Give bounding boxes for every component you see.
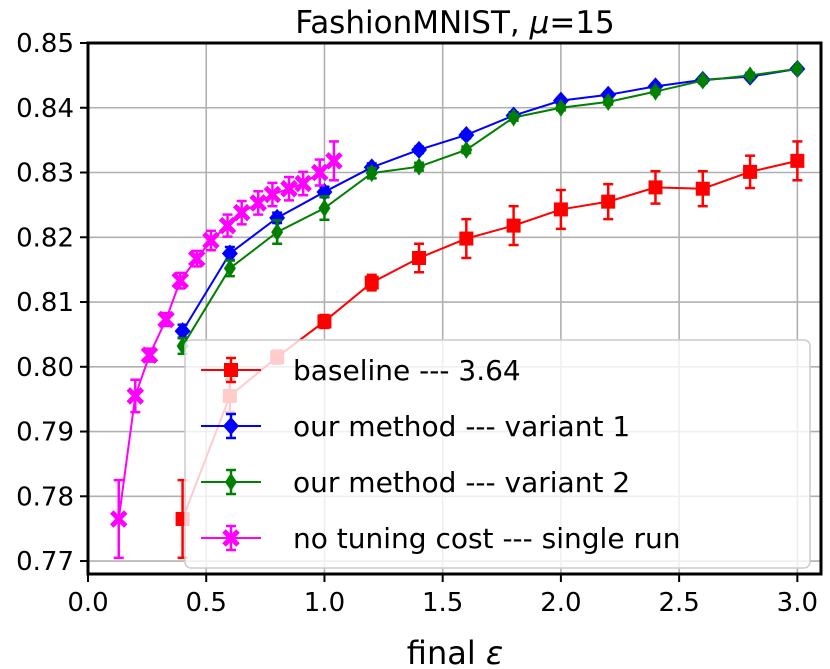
data-point [458, 125, 475, 144]
plot-frame [86, 41, 823, 576]
data-point [460, 140, 473, 159]
y-tick-label: 0.82 [16, 223, 74, 253]
chart-title: FashionMNIST, μ=15 [295, 5, 615, 41]
chart-title-mu: μ [529, 5, 550, 41]
axis-ticks: 0.0 0.5 1.0 1.5 2.0 2.5 3.0 0.77 0.78 0.79 0.80 0.8… [16, 29, 818, 618]
data-point [271, 223, 284, 242]
x-tick-label: 1.0 [304, 588, 345, 618]
data-point [506, 218, 521, 233]
legend-marker [224, 363, 238, 377]
data-point [412, 250, 427, 265]
x-tick-label: 0.5 [186, 588, 227, 618]
data-point [325, 152, 343, 170]
y-tick-label: 0.80 [16, 353, 74, 383]
y-tick-label: 0.77 [16, 547, 74, 577]
x-axis-title-symbol: ε [486, 634, 503, 669]
data-point [310, 163, 329, 182]
legend-entry-4: no tuning cost --- single run [201, 522, 680, 555]
chart-title-suffix: =15 [549, 5, 614, 41]
y-tick-label: 0.85 [16, 29, 74, 59]
data-point [269, 208, 286, 227]
data-point [223, 259, 236, 278]
y-tick-label: 0.84 [16, 94, 74, 124]
y-tick-label: 0.81 [16, 288, 74, 318]
data-point [317, 314, 332, 329]
data-point [507, 108, 520, 127]
legend-label: no tuning cost --- single run [293, 522, 680, 555]
x-tick-label: 2.5 [658, 588, 699, 618]
series-3 [176, 59, 804, 356]
data-point [232, 203, 251, 222]
x-tick-label: 1.5 [422, 588, 463, 618]
x-axis-title-prefix: final [407, 634, 486, 669]
legend-label: baseline --- 3.64 [293, 354, 521, 387]
legend-marker [223, 417, 239, 435]
data-point [459, 231, 474, 246]
data-point [140, 346, 159, 364]
data-point [249, 194, 268, 212]
data-point [364, 275, 379, 290]
data-point [202, 231, 220, 250]
legend-label: our method --- variant 1 [293, 410, 630, 443]
legend-entry-1: baseline --- 3.64 [201, 354, 521, 387]
legend: baseline --- 3.64 our method --- variant … [184, 339, 811, 569]
x-tick-label: 0.0 [67, 588, 108, 618]
series-group [109, 59, 806, 560]
data-point [601, 194, 616, 209]
data-point [790, 153, 805, 168]
y-tick-label: 0.78 [16, 482, 74, 512]
data-point [294, 174, 312, 193]
legend-box [184, 339, 811, 569]
data-point [318, 199, 331, 218]
data-point [791, 59, 804, 78]
legend-entry-3: our method --- variant 2 [201, 466, 630, 499]
data-point [280, 179, 298, 198]
data-point [365, 164, 378, 183]
data-point [695, 181, 710, 196]
data-point [553, 202, 568, 217]
data-point [126, 387, 145, 405]
data-point [413, 157, 426, 176]
data-point [171, 271, 189, 290]
data-point [157, 310, 175, 329]
data-point [743, 164, 758, 179]
data-point [696, 71, 709, 90]
data-point [744, 66, 757, 85]
x-tick-label: 3.0 [777, 588, 818, 618]
data-point [174, 322, 191, 341]
series-line [181, 67, 798, 332]
legend-entry-2: our method --- variant 1 [201, 410, 630, 443]
data-point [188, 249, 206, 268]
data-point [411, 140, 428, 159]
data-point [602, 92, 615, 111]
legend-label: our method --- variant 2 [293, 466, 630, 499]
chart-title-prefix: FashionMNIST, [295, 5, 529, 41]
y-tick-label: 0.79 [16, 418, 74, 448]
x-tick-label: 2.0 [540, 588, 581, 618]
data-point [648, 180, 663, 195]
y-tick-label: 0.83 [16, 159, 74, 189]
series-line [181, 67, 798, 347]
data-point [649, 82, 662, 101]
data-point [221, 244, 238, 263]
data-point [218, 216, 237, 235]
data-point [554, 98, 567, 117]
series-4 [109, 140, 343, 560]
data-point [263, 185, 282, 204]
data-point [109, 510, 128, 528]
x-axis-title: final ε [407, 634, 503, 669]
legend-marker [225, 473, 237, 491]
legend-marker [222, 529, 240, 547]
